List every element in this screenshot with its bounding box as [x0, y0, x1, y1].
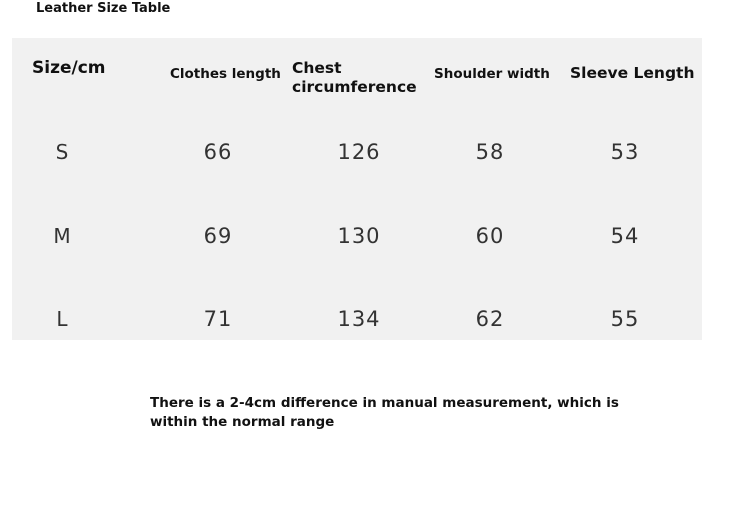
measurement: 54: [610, 224, 640, 248]
column-header: Size/cm: [32, 58, 106, 78]
measurement: 60: [475, 224, 505, 248]
measurement: 71: [203, 307, 233, 331]
note: There is a 2-4cm difference in manual me…: [150, 395, 619, 430]
column-header: Shoulder width: [434, 66, 550, 82]
measurement: 62: [475, 307, 505, 331]
measurement: 58: [475, 140, 505, 164]
column-header: Chest circumference: [292, 59, 417, 96]
column-header: Sleeve Length: [570, 64, 695, 82]
measurement: 66: [203, 140, 233, 164]
measurement: 55: [610, 307, 640, 331]
measurement: 130: [337, 224, 381, 248]
size-label: L: [56, 307, 68, 331]
size-label: M: [53, 224, 71, 248]
column-header: Clothes length: [170, 66, 281, 82]
size-table: [12, 38, 702, 340]
measurement: 134: [337, 307, 381, 331]
measurement: 69: [203, 224, 233, 248]
measurement: 126: [337, 140, 381, 164]
page-title: Leather Size Table: [36, 1, 171, 16]
size-label: S: [55, 140, 69, 164]
measurement: 53: [610, 140, 640, 164]
